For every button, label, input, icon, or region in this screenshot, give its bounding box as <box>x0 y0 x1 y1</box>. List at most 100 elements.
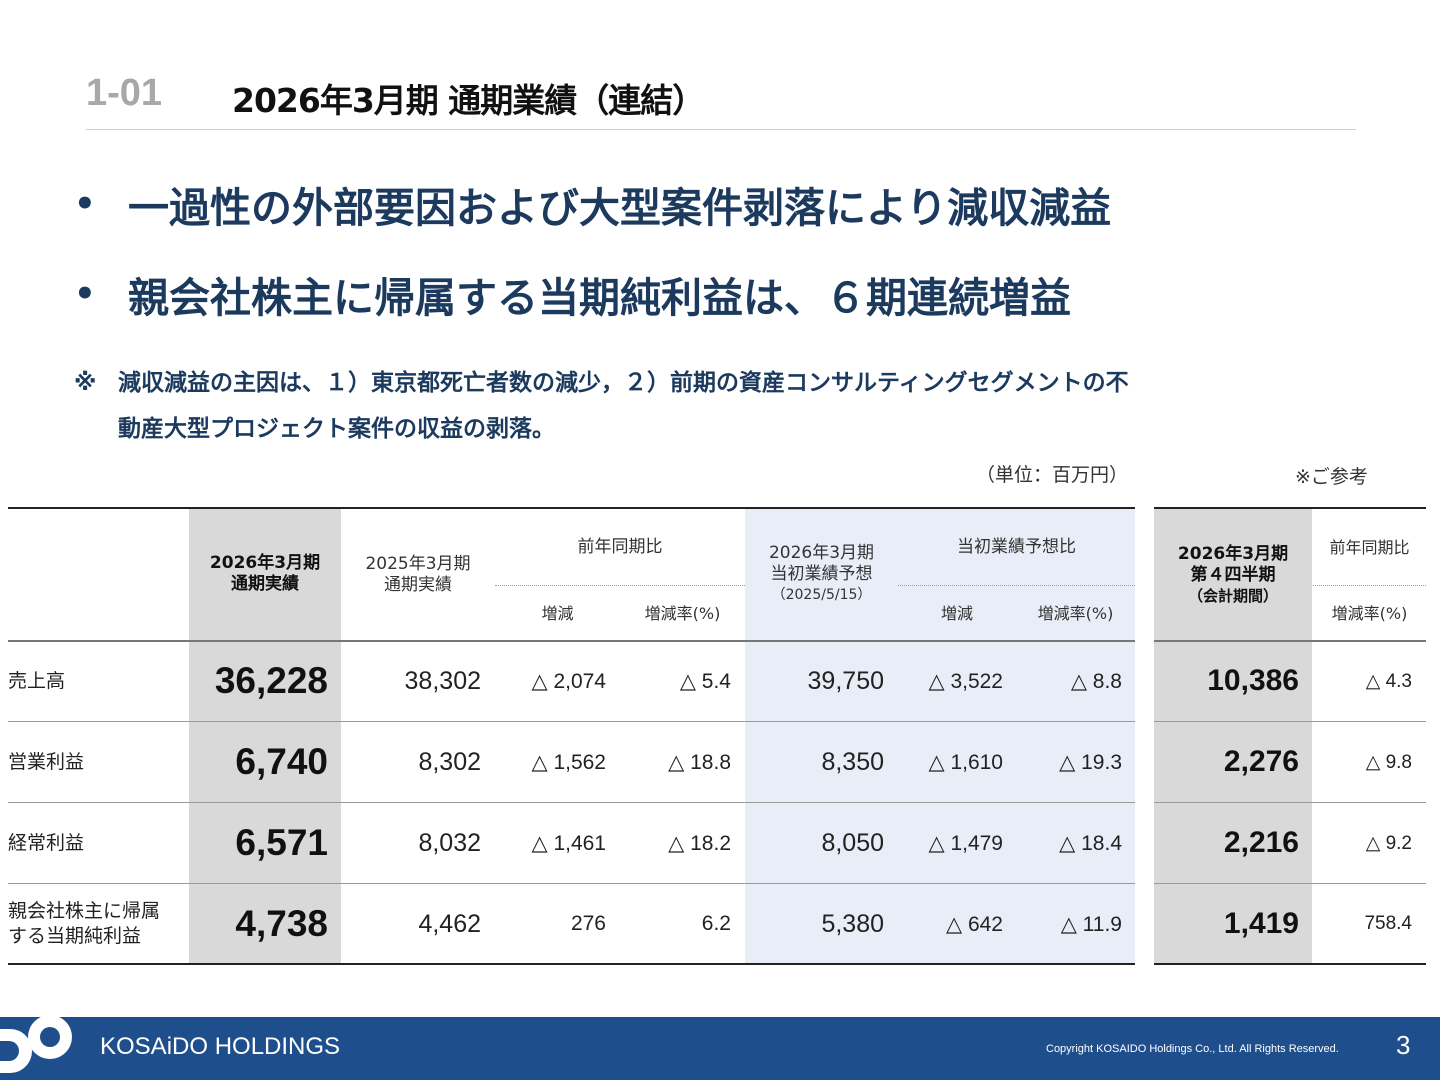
row-divider <box>8 721 1135 722</box>
header-q4: 2026年3月期 第４四半期 （会計期間） <box>1154 540 1312 610</box>
forecast-column-shade <box>745 509 1135 964</box>
header-yoy: 前年同期比 <box>577 536 663 557</box>
header-actual-2026: 2026年3月期 通期実績 <box>189 550 341 598</box>
cell-fchg: △ 642 <box>945 912 1003 936</box>
bullet-text-2: 親会社株主に帰属する当期純利益は、６期連続増益 <box>128 274 1071 322</box>
header-text: 当初業績予想 <box>770 563 873 584</box>
cell-q4: 2,276 <box>1223 745 1299 778</box>
cell-rate: △ 5.4 <box>679 669 731 693</box>
row-divider <box>8 883 1135 884</box>
cell-chg: △ 2,074 <box>531 669 606 693</box>
cell-q4rate: △ 9.2 <box>1365 832 1412 854</box>
header-text: （2025/5/15） <box>771 586 872 603</box>
cell-chg: △ 1,562 <box>531 750 606 774</box>
header-text: 2026年3月期 <box>209 553 321 573</box>
ref-table-bottom-border <box>1154 963 1426 965</box>
reference-label: ※ご参考 <box>1295 466 1368 488</box>
actual-column-shade <box>189 509 341 964</box>
cell-actual: 4,738 <box>235 903 328 944</box>
cell-fcst: 8,350 <box>821 747 884 776</box>
cell-fcst: 8,050 <box>821 828 884 857</box>
header-text: 第４四半期 <box>1190 564 1276 585</box>
row-label-line: 親会社株主に帰属 <box>8 900 161 922</box>
bullet-point-1: • 一過性の外部要因および大型案件剥落により減収減益 <box>74 174 1111 234</box>
cell-q4: 1,419 <box>1223 907 1299 940</box>
header-text: 2026年3月期 <box>768 542 875 563</box>
cell-frate: △ 18.4 <box>1059 831 1122 855</box>
cell-frate: △ 8.8 <box>1070 669 1122 693</box>
ref-header-bottom-border <box>1154 640 1426 642</box>
cell-actual: 6,571 <box>235 822 328 863</box>
table-top-border <box>8 507 1135 509</box>
cell-prev: 38,302 <box>404 666 481 695</box>
q4-column-shade <box>1154 509 1312 964</box>
company-logo-icon <box>0 1015 80 1084</box>
copyright: Copyright KOSAIDO Holdings Co., Ltd. All… <box>1046 1043 1339 1055</box>
row-label-line: 売上高 <box>8 669 66 692</box>
note-line-1: 減収減益の主因は、１）東京都死亡者数の減少，２）前期の資産コンサルティングセグメ… <box>118 370 1129 396</box>
cell-q4: 2,216 <box>1223 826 1299 859</box>
header-dotted-divider <box>1313 585 1426 586</box>
cell-prev: 8,302 <box>418 747 481 776</box>
cell-rate: △ 18.2 <box>668 831 731 855</box>
row-label: 経常利益 <box>8 803 183 883</box>
row-divider <box>8 802 1135 803</box>
header-q4-rate: 増減率(%) <box>1331 603 1408 623</box>
cell-chg: △ 1,461 <box>531 831 606 855</box>
header-change-rate: 増減率(%) <box>644 603 721 623</box>
cell-fcst: 39,750 <box>807 666 884 695</box>
cell-prev: 8,032 <box>418 828 481 857</box>
bullet-marker: • <box>74 274 96 314</box>
cell-fcst: 5,380 <box>821 909 884 938</box>
note-mark: ※ <box>74 370 97 396</box>
footnote: ※ 減収減益の主因は、１）東京都死亡者数の減少，２）前期の資産コンサルティングセ… <box>74 360 1374 460</box>
row-label-line: する当期純利益 <box>8 925 142 947</box>
cell-rate: 6.2 <box>701 912 731 935</box>
brand-name: KOSAiDO HOLDINGS <box>100 1033 341 1060</box>
row-label-line: 経常利益 <box>8 831 85 854</box>
cell-chg: 276 <box>570 912 606 935</box>
header-vs-forecast: 当初業績予想比 <box>957 536 1076 557</box>
header-q4-yoy: 前年同期比 <box>1329 537 1410 557</box>
cell-q4rate: 758.4 <box>1364 913 1412 934</box>
cell-q4: 10,386 <box>1207 664 1299 697</box>
footer-bar <box>0 1017 1440 1080</box>
unit-label: （単位：百万円） <box>976 464 1129 486</box>
header-text: 2025年3月期 <box>365 554 471 574</box>
header-text: 2026年3月期 <box>1177 543 1289 564</box>
header-text: 通期実績 <box>231 574 299 594</box>
title-divider <box>86 129 1356 130</box>
row-label: 親会社株主に帰属 する当期純利益 <box>8 884 183 964</box>
cell-actual: 36,228 <box>214 660 328 701</box>
header-dotted-divider <box>898 585 1135 586</box>
cell-frate: △ 19.3 <box>1059 750 1122 774</box>
row-label: 営業利益 <box>8 722 183 802</box>
header-change-rate-2: 増減率(%) <box>1037 603 1114 623</box>
header-change-2: 増減 <box>940 603 973 623</box>
page-title: 2026年3月期 通期業績（連結） <box>232 81 705 120</box>
row-label-line: 営業利益 <box>8 750 85 773</box>
cell-frate: △ 11.9 <box>1060 912 1122 936</box>
cell-fchg: △ 1,479 <box>928 831 1003 855</box>
header-bottom-border <box>8 640 1135 642</box>
bullet-marker: • <box>74 184 96 224</box>
header-text: 通期実績 <box>384 575 452 595</box>
cell-fchg: △ 3,522 <box>928 669 1003 693</box>
header-dotted-divider <box>495 585 745 586</box>
table-bottom-border <box>8 963 1135 965</box>
header-actual-2025: 2025年3月期 通期実績 <box>341 552 495 598</box>
bullet-text-1: 一過性の外部要因および大型案件剥落により減収減益 <box>128 184 1112 232</box>
note-line-2: 動産大型プロジェクト案件の収益の剥落。 <box>118 416 555 442</box>
cell-q4rate: △ 4.3 <box>1365 670 1412 692</box>
ref-table-top-border <box>1154 507 1426 509</box>
page-number: 3 <box>1396 1030 1411 1060</box>
cell-prev: 4,462 <box>418 909 481 938</box>
header-text: （会計期間） <box>1187 586 1278 605</box>
cell-q4rate: △ 9.8 <box>1365 751 1412 773</box>
section-number: 1-01 <box>86 72 163 114</box>
row-divider <box>1154 721 1426 722</box>
row-divider <box>1154 883 1426 884</box>
header-forecast: 2026年3月期 当初業績予想 （2025/5/15） <box>745 542 898 606</box>
bullet-point-2: • 親会社株主に帰属する当期純利益は、６期連続増益 <box>74 264 1071 324</box>
cell-fchg: △ 1,610 <box>928 750 1003 774</box>
